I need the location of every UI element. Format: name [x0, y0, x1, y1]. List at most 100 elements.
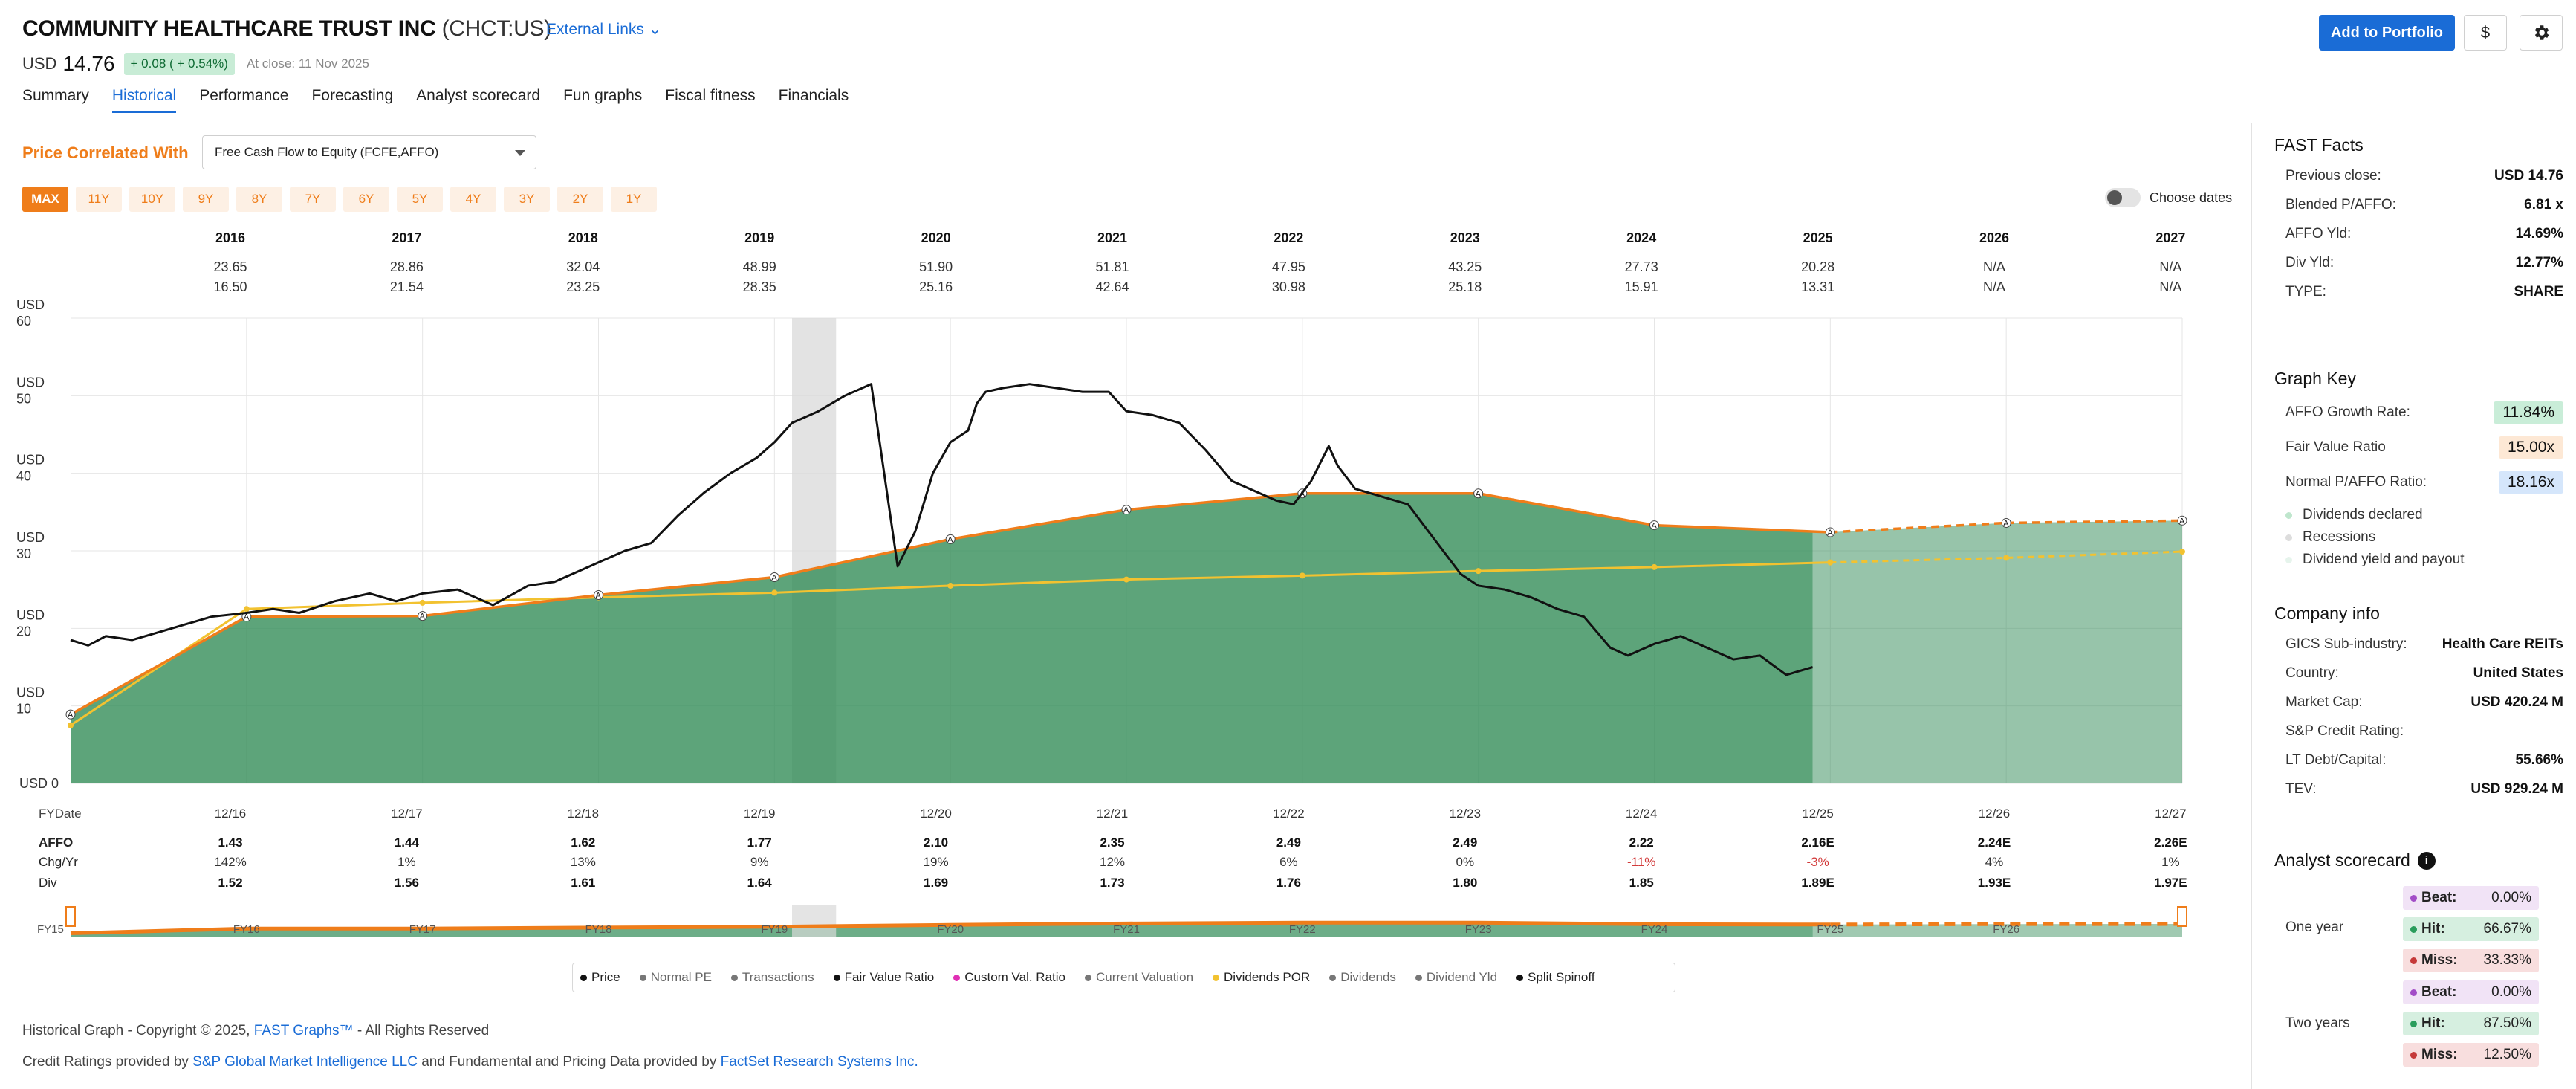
affo-label: AFFO — [39, 836, 74, 850]
legend-item-dividend-yld[interactable]: Dividend Yld — [1415, 970, 1497, 985]
fair-value-point-label: A — [771, 573, 777, 582]
toggle-switch[interactable] — [2105, 188, 2141, 207]
company-info-title: Company info — [2274, 604, 2380, 623]
info-tev: TEV: USD 929.24 M — [2285, 781, 2563, 797]
copyright-text: Historical Graph - Copyright © 2025, — [22, 1023, 254, 1038]
legend-item-transactions[interactable]: Transactions — [730, 970, 814, 985]
one-year-beat: Beat: 0.00% — [2403, 886, 2539, 910]
tab-summary[interactable]: Summary — [22, 87, 89, 104]
ticker-symbol: (CHCT:US) — [441, 16, 552, 41]
year-high: 20.28 — [1801, 259, 1835, 274]
settings-button[interactable] — [2520, 15, 2563, 51]
year-header: 2023 — [1450, 230, 1480, 245]
range-button-7y[interactable]: 7Y — [290, 187, 336, 212]
fair-value-point — [1649, 520, 1659, 531]
dot-icon — [2410, 894, 2417, 902]
overview-year-label: FY15 — [37, 923, 64, 936]
year-low: N/A — [2159, 279, 2182, 294]
add-to-portfolio-button[interactable]: Add to Portfolio — [2319, 15, 2455, 51]
range-button-6y[interactable]: 6Y — [343, 187, 389, 212]
range-button-5y[interactable]: 5Y — [397, 187, 443, 212]
year-high: 27.73 — [1624, 259, 1658, 274]
tab-financials[interactable]: Financials — [778, 87, 849, 104]
tab-fiscal-fitness[interactable]: Fiscal fitness — [665, 87, 756, 104]
company-name: COMMUNITY HEALTHCARE TRUST INC — [22, 16, 436, 41]
two-years-hit: Hit: 87.50% — [2403, 1012, 2539, 1035]
fy-date: 12/18 — [567, 807, 600, 821]
overview-year-label: FY18 — [585, 923, 612, 936]
legend-item-price[interactable]: Price — [580, 970, 620, 985]
y-axis-label: 10 — [16, 702, 31, 717]
sp-global-link[interactable]: S&P Global Market Intelligence LLC — [192, 1054, 418, 1070]
legend-item-normal-pe[interactable]: Normal PE — [639, 970, 712, 985]
fair-value-point-label: A — [947, 535, 953, 544]
range-button-9y[interactable]: 9Y — [183, 187, 229, 212]
key-dividends-declared[interactable]: Dividends declared — [2285, 507, 2423, 523]
affo-value: 2.49 — [1453, 836, 1478, 850]
dot-icon — [2410, 989, 2417, 996]
range-button-3y[interactable]: 3Y — [504, 187, 550, 212]
two-years-miss: Miss: 12.50% — [2403, 1043, 2539, 1067]
currency-button[interactable]: $ — [2464, 15, 2507, 51]
normal-ratio-point — [243, 606, 250, 613]
year-header: 2020 — [921, 230, 951, 245]
fair-value-ratio-value: 15.00x — [2498, 436, 2563, 459]
info-icon[interactable]: i — [2417, 851, 2436, 870]
chg-yr-value: 13% — [570, 855, 596, 869]
fair-value-point-label: A — [68, 711, 74, 720]
legend-item-dividends[interactable]: Dividends — [1329, 970, 1396, 985]
legend-item-current-valuation[interactable]: Current Valuation — [1084, 970, 1193, 985]
normal-ratio-point — [1827, 559, 1834, 566]
key-div-yield-payout[interactable]: Dividend yield and payout — [2285, 552, 2465, 568]
factset-link[interactable]: FactSet Research Systems Inc. — [720, 1054, 918, 1070]
y-axis-label: USD — [16, 530, 45, 545]
range-button-max[interactable]: MAX — [22, 187, 68, 212]
range-button-11y[interactable]: 11Y — [76, 187, 122, 212]
legend-item-custom-val-ratio[interactable]: Custom Val. Ratio — [953, 970, 1065, 985]
chg-yr-value: -11% — [1626, 855, 1656, 869]
range-button-2y[interactable]: 2Y — [557, 187, 603, 212]
year-header: 2019 — [744, 230, 775, 245]
tab-historical[interactable]: Historical — [111, 87, 177, 113]
year-low: 15.91 — [1624, 279, 1658, 294]
key-affo-growth: AFFO Growth Rate: 11.84% — [2285, 401, 2563, 424]
overview-navigator[interactable]: FY15 FY16 FY17 FY18 FY19 FY20 FY21 FY22 FY23 FY24… — [0, 896, 2229, 940]
overview-year-label: FY16 — [233, 923, 260, 936]
affo-value: 2.22 — [1629, 836, 1654, 850]
range-button-1y[interactable]: 1Y — [611, 187, 657, 212]
fy-date: 12/27 — [2155, 807, 2187, 821]
normal-ratio-point — [1299, 572, 1305, 579]
legend-item-dividends-por[interactable]: Dividends POR — [1213, 970, 1310, 985]
tab-fun-graphs[interactable]: Fun graphs — [563, 87, 643, 104]
price-correlated-label: Price Correlated With — [22, 143, 189, 162]
tab-analyst-scorecard[interactable]: Analyst scorecard — [416, 87, 541, 104]
external-links-dropdown[interactable]: External Links ⌄ — [546, 20, 661, 39]
legend-marker-icon — [833, 974, 840, 981]
year-low: N/A — [1982, 279, 2005, 294]
dot-icon — [2285, 534, 2292, 541]
range-button-10y[interactable]: 10Y — [129, 187, 175, 212]
y-axis-label: 30 — [16, 546, 31, 561]
key-recessions[interactable]: Recessions — [2285, 529, 2375, 546]
normal-ratio-point — [419, 599, 426, 606]
right-sidebar: FAST Facts Previous close: USD 14.76 Blen… — [2251, 123, 2576, 1089]
legend-item-fair-value-ratio[interactable]: Fair Value Ratio — [833, 970, 934, 985]
tab-forecasting[interactable]: Forecasting — [311, 87, 394, 104]
price-line — [70, 383, 1814, 676]
range-button-8y[interactable]: 8Y — [236, 187, 282, 212]
tab-performance[interactable]: Performance — [199, 87, 289, 104]
y-axis-label: USD — [16, 453, 45, 468]
correlated-metric-select[interactable]: Free Cash Flow to Equity (FCFE,AFFO) — [202, 135, 536, 169]
year-header: 2016 — [215, 230, 246, 245]
affo-value: 1.62 — [571, 836, 596, 850]
div-value: 1.73 — [1100, 876, 1125, 890]
fy-date: 12/19 — [743, 807, 776, 821]
range-button-4y[interactable]: 4Y — [450, 187, 496, 212]
choose-dates-toggle[interactable]: Choose dates — [2105, 188, 2232, 207]
fair-value-point-label: A — [596, 591, 602, 600]
fact-affo-yield: AFFO Yld: 14.69% — [2285, 226, 2563, 242]
normal-ratio-point — [2003, 555, 2010, 561]
two-years-beat: Beat: 0.00% — [2403, 980, 2539, 1004]
fast-graphs-link[interactable]: FAST Graphs™ — [253, 1023, 354, 1038]
legend-item-split-spinoff[interactable]: Split Spinoff — [1516, 970, 1594, 985]
